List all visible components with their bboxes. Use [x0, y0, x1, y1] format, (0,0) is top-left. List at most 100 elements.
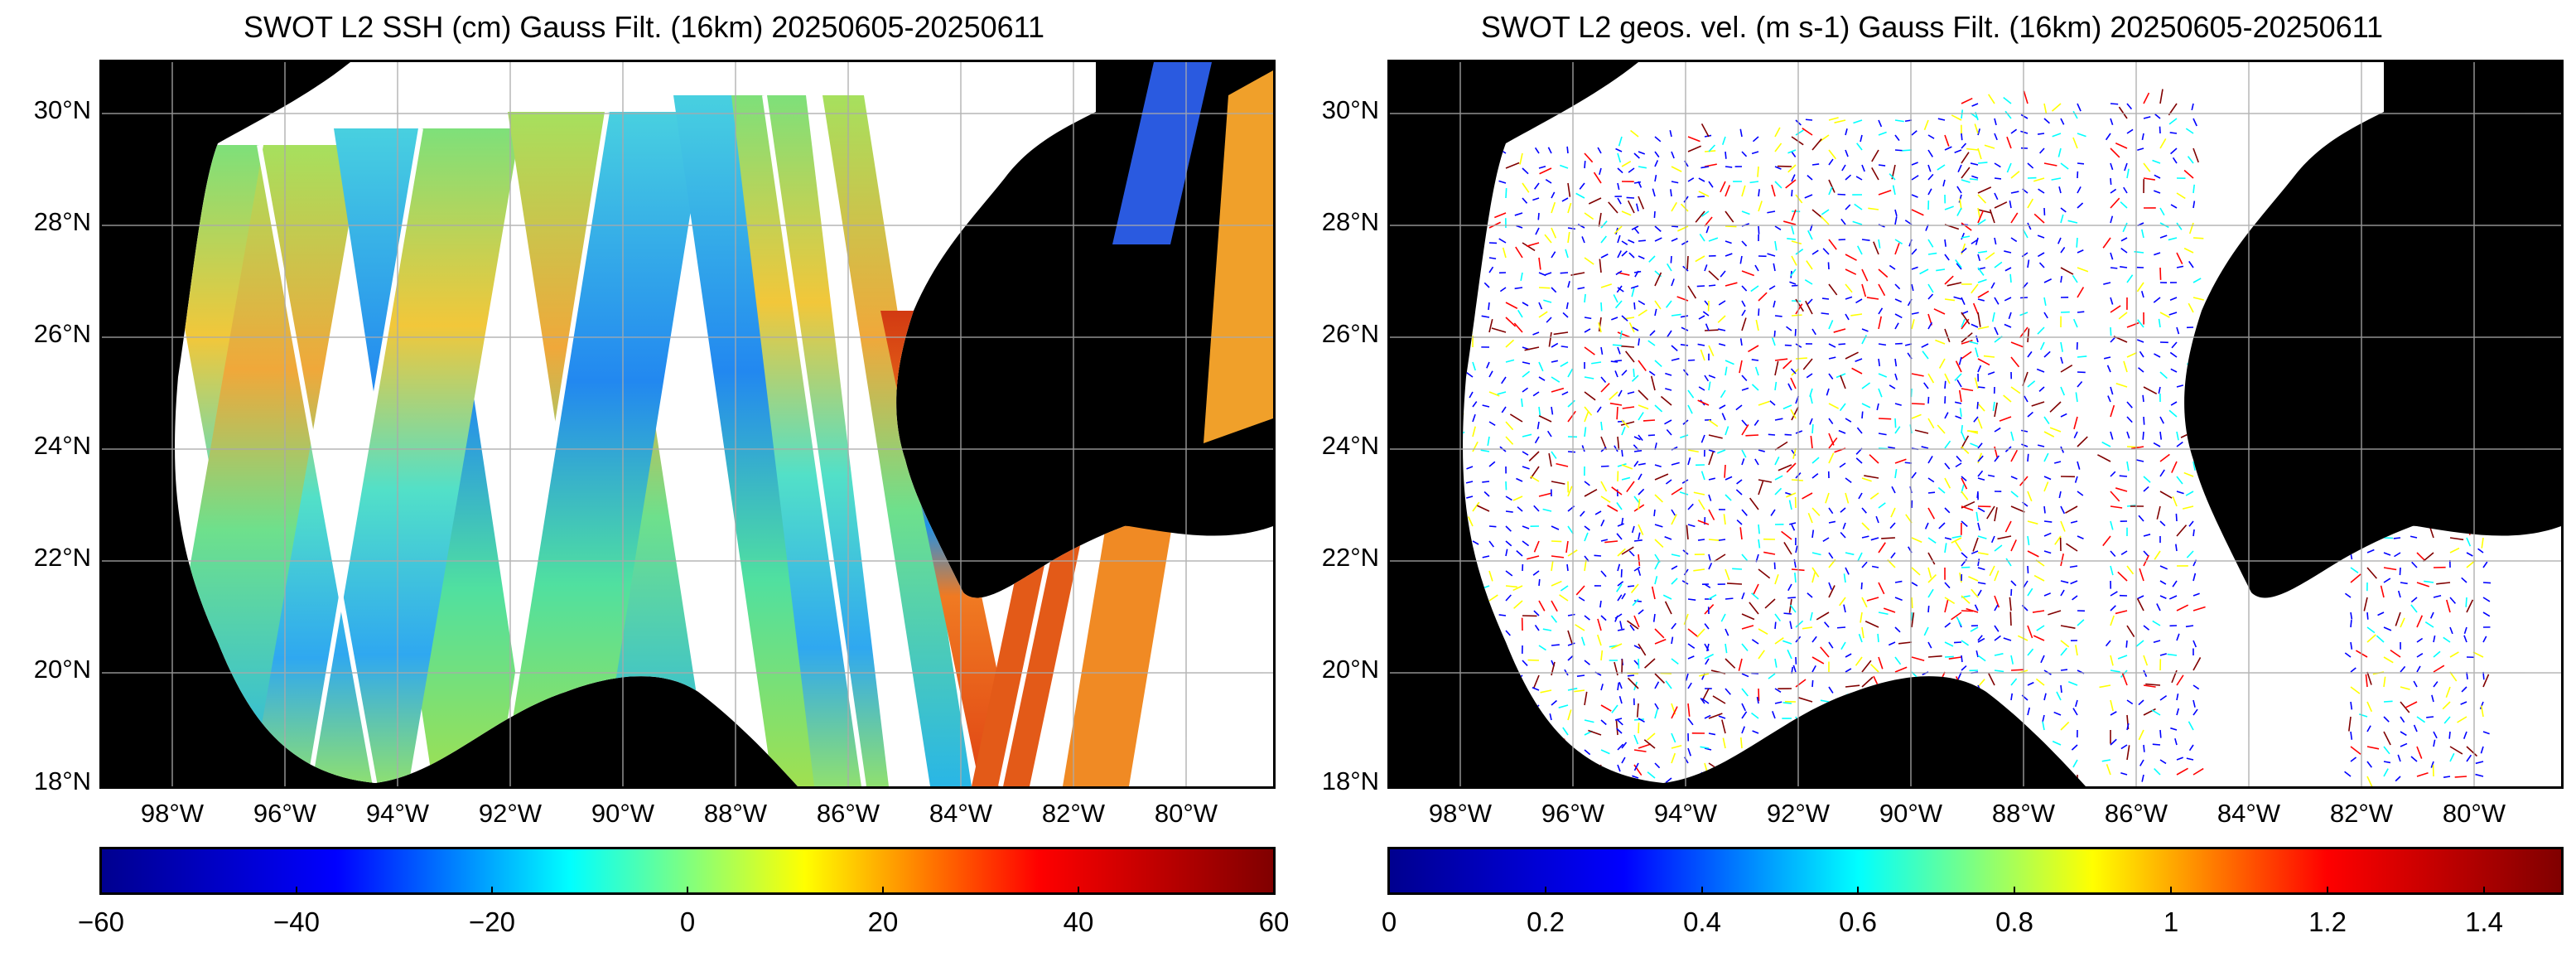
velocity-arrow: [2350, 757, 2357, 762]
velocity-arrow: [1955, 415, 1962, 419]
velocity-arrow: [1855, 176, 1863, 181]
velocity-arrow: [1977, 552, 1989, 555]
velocity-arrow: [1791, 209, 1797, 221]
velocity-arrow: [1828, 373, 1834, 379]
velocity-arrow: [2077, 380, 2083, 388]
velocity-arrow: [1937, 486, 1946, 494]
velocity-arrow: [2366, 725, 2371, 732]
lon-label: 96°W: [1541, 799, 1605, 828]
velocity-arrow: [2126, 321, 2139, 328]
velocity-arrow: [2122, 222, 2128, 233]
velocity-arrow: [1774, 573, 1779, 585]
velocity-arrow: [1477, 505, 1490, 512]
velocity-arrow: [1560, 361, 1569, 367]
velocity-arrow: [2461, 577, 2467, 583]
velocity-arrow: [1584, 257, 1594, 265]
lon-label: 94°W: [1653, 799, 1718, 828]
velocity-arrow: [2171, 461, 2178, 473]
velocity-arrow: [1533, 540, 1540, 553]
velocity-arrow: [2060, 267, 2074, 275]
velocity-arrow: [1617, 287, 1624, 292]
velocity-arrow: [1741, 419, 1748, 427]
velocity-arrow: [1596, 406, 1602, 413]
velocity-arrow: [1627, 585, 1635, 587]
velocity-arrow: [1725, 476, 1733, 481]
velocity-arrow: [1654, 300, 1662, 310]
velocity-arrow: [1810, 435, 1813, 449]
velocity-arrow: [1676, 296, 1689, 302]
velocity-arrow: [2049, 427, 2062, 433]
lat-label: 20°N: [33, 655, 91, 684]
velocity-arrow: [1517, 309, 1523, 318]
velocity-arrow: [1539, 167, 1552, 175]
velocity-arrow: [1749, 602, 1759, 615]
velocity-arrow: [2060, 554, 2064, 567]
velocity-arrow: [1600, 684, 1604, 691]
velocity-arrow: [1992, 401, 1995, 412]
velocity-arrow: [1615, 147, 1623, 152]
ssh-map[interactable]: [99, 60, 1276, 789]
velocity-arrow: [2070, 520, 2078, 524]
velocity-map[interactable]: [1387, 60, 2564, 789]
velocity-arrow: [1628, 239, 1635, 244]
velocity-arrow: [2482, 636, 2487, 643]
velocity-arrow: [2060, 118, 2065, 125]
velocity-arrow: [1781, 530, 1792, 540]
velocity-arrow: [2143, 708, 2156, 716]
velocity-arrow: [1632, 598, 1639, 607]
velocity-arrow: [1536, 421, 1540, 430]
lat-label: 24°N: [1321, 431, 1379, 460]
velocity-arrow: [2153, 442, 2161, 447]
velocity-arrow: [1911, 162, 1918, 166]
velocity-arrow: [2118, 312, 2128, 320]
velocity-arrow: [1621, 464, 1633, 470]
velocity-arrow: [1488, 540, 1494, 548]
velocity-arrow: [1533, 610, 1540, 616]
velocity-arrow: [1671, 462, 1680, 466]
velocity-arrow: [1994, 177, 2002, 180]
velocity-arrow: [1654, 703, 1659, 710]
velocity-arrow: [2009, 201, 2012, 209]
velocity-arrow: [2466, 754, 2472, 762]
velocity-arrow: [2168, 312, 2178, 316]
velocity-arrow: [1519, 152, 1523, 165]
velocity-arrow: [1505, 525, 1512, 532]
velocity-arrow: [1699, 673, 1710, 677]
velocity-arrow: [1961, 520, 1968, 528]
lon-label: 80°W: [1154, 799, 1218, 828]
velocity-arrow: [2060, 580, 2069, 584]
velocity-arrow: [1811, 249, 1819, 255]
velocity-arrow: [1704, 264, 1708, 272]
velocity-arrow: [1671, 554, 1681, 558]
velocity-arrow: [1927, 134, 1935, 139]
velocity-arrow: [1811, 665, 1816, 673]
velocity-arrow: [1725, 597, 1734, 600]
velocity-arrow: [2376, 635, 2385, 643]
velocity-arrow: [1878, 131, 1887, 136]
velocity-arrow: [2383, 626, 2392, 631]
velocity-arrow: [2433, 635, 2436, 643]
velocity-arrow: [1782, 360, 1792, 370]
velocity-arrow: [1621, 659, 1623, 674]
velocity-arrow: [2037, 133, 2045, 135]
velocity-arrow: [2366, 612, 2369, 620]
velocity-arrow: [1758, 292, 1768, 302]
velocity-arrow: [2027, 162, 2034, 169]
velocity-arrow: [2416, 552, 2426, 562]
velocity-arrow: [1643, 419, 1656, 422]
velocity-arrow: [1681, 326, 1689, 331]
velocity-arrow: [1607, 505, 1618, 512]
velocity-arrow: [1579, 182, 1585, 190]
velocity-arrow: [2010, 655, 2014, 665]
velocity-arrow: [1551, 481, 1565, 485]
velocity-arrow: [1618, 136, 1623, 147]
ssh-map-svg: [102, 62, 1273, 786]
velocity-arrow: [1654, 174, 1657, 182]
velocity-arrow: [1894, 298, 1903, 303]
velocity-arrow: [1725, 210, 1734, 223]
velocity-arrow: [2410, 597, 2418, 603]
velocity-arrow: [1791, 151, 1797, 157]
velocity-arrow: [1725, 688, 1731, 695]
velocity-arrow: [2009, 612, 2012, 626]
velocity-arrow: [1927, 188, 1932, 196]
